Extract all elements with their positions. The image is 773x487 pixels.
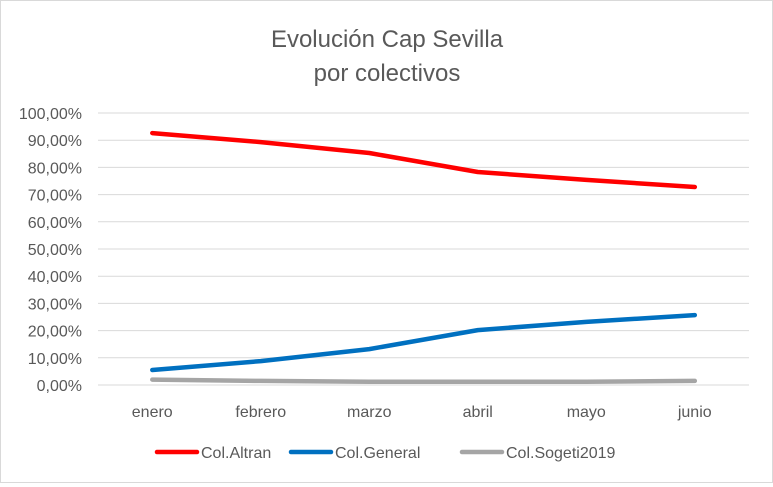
series-line-col-general [150,312,698,373]
x-tick-label: enero [132,404,173,421]
y-tick-label: 30,00% [28,296,82,313]
y-tick-label: 10,00% [28,351,82,368]
legend-label: Col.Altran [201,445,271,462]
y-tick-label: 40,00% [28,269,82,286]
x-tick-label: abril [463,404,493,421]
x-tick-label: mayo [567,404,606,421]
series-line-col-altran [150,130,698,190]
x-tick-label: junio [677,404,712,421]
y-tick-label: 60,00% [28,215,82,232]
y-tick-label: 0,00% [37,378,82,395]
chart-title-line2: por colectivos [314,60,461,87]
legend-label: Col.Sogeti2019 [506,445,616,462]
chart-title-line1: Evolución Cap Sevilla [271,26,504,53]
y-tick-label: 80,00% [28,160,82,177]
x-tick-label: marzo [347,404,392,421]
y-tick-label: 90,00% [28,133,82,150]
y-tick-label: 50,00% [28,242,82,259]
y-tick-label: 100,00% [19,106,82,123]
legend-label: Col.General [335,445,420,462]
y-tick-label: 70,00% [28,188,82,205]
y-tick-label: 20,00% [28,324,82,341]
x-tick-label: febrero [235,404,286,421]
series-line-col-sogeti2019 [150,377,698,384]
